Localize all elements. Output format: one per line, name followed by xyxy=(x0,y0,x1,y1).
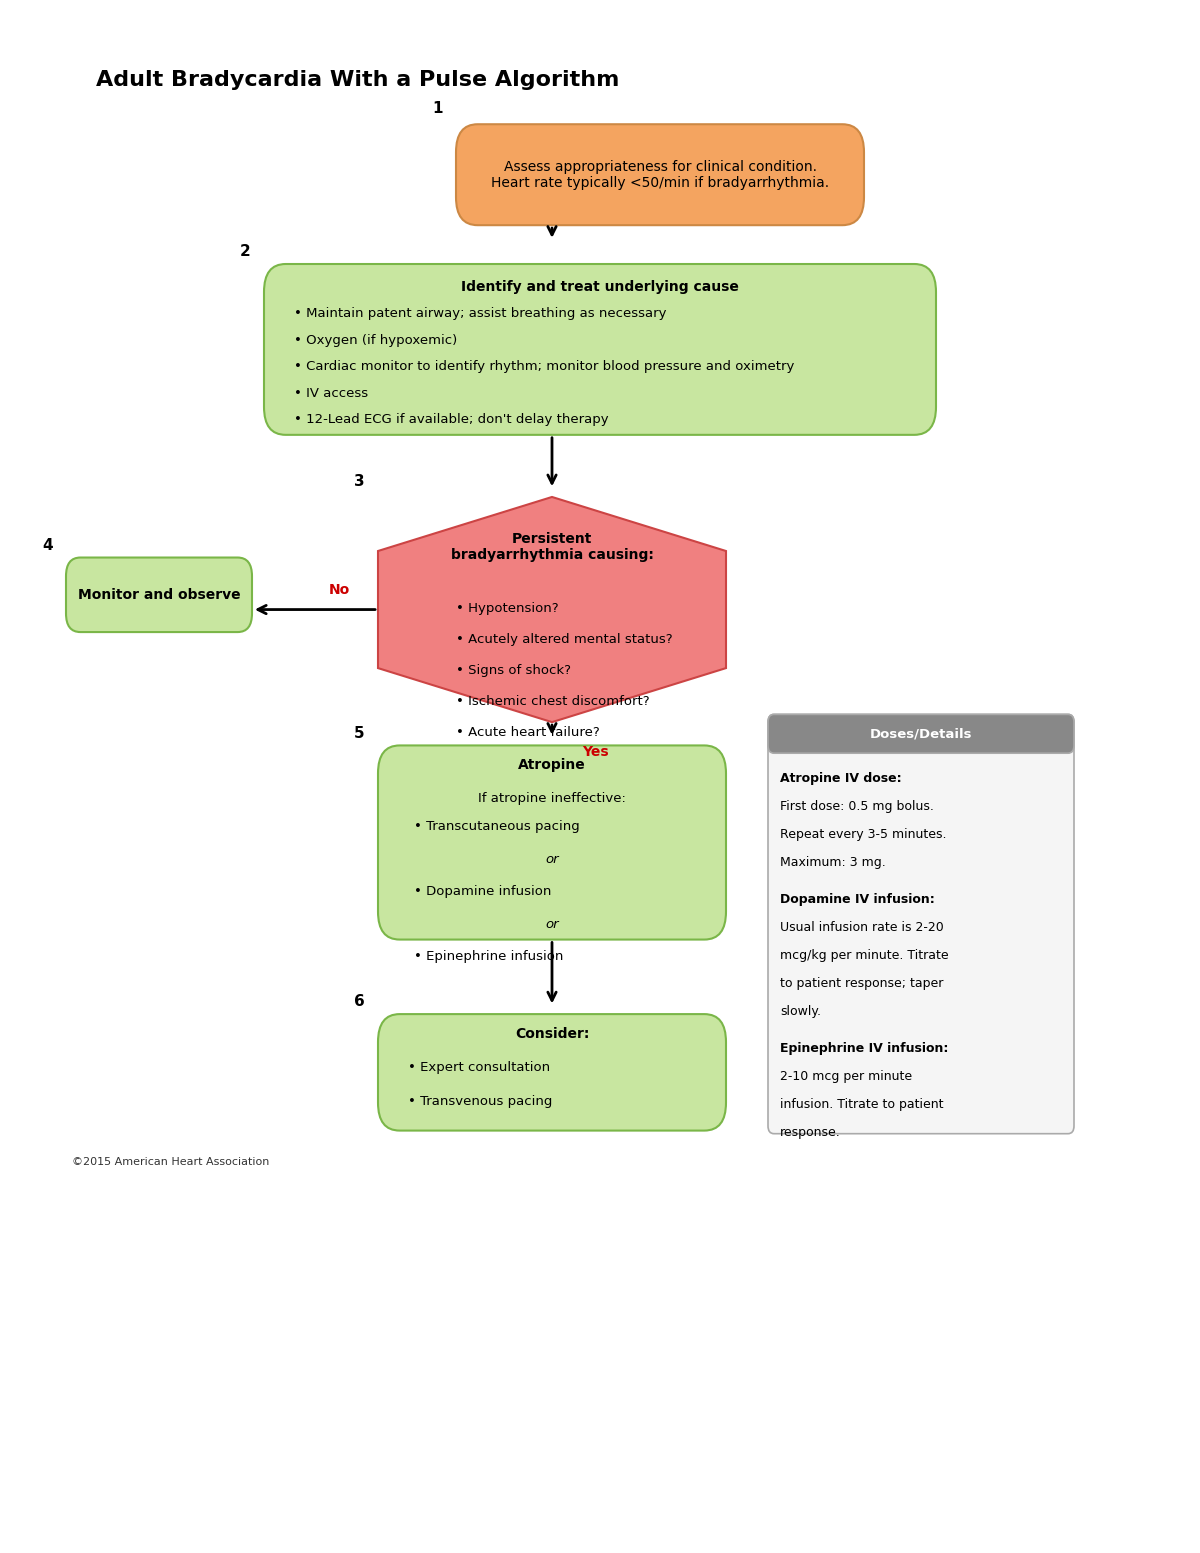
Text: • IV access: • IV access xyxy=(294,387,368,399)
Text: Repeat every 3-5 minutes.: Repeat every 3-5 minutes. xyxy=(780,828,947,840)
Text: • 12-Lead ECG if available; don't delay therapy: • 12-Lead ECG if available; don't delay … xyxy=(294,413,608,426)
Text: or: or xyxy=(545,918,559,930)
Text: Persistent
bradyarrhythmia causing:: Persistent bradyarrhythmia causing: xyxy=(450,531,654,562)
Text: • Hypotension?: • Hypotension? xyxy=(456,601,559,615)
Text: Epinephrine IV infusion:: Epinephrine IV infusion: xyxy=(780,1042,948,1054)
FancyBboxPatch shape xyxy=(768,714,1074,753)
Text: • Acutely altered mental status?: • Acutely altered mental status? xyxy=(456,634,673,646)
Text: or: or xyxy=(545,853,559,865)
Polygon shape xyxy=(378,497,726,722)
Text: response.: response. xyxy=(780,1126,841,1138)
Text: Doses/Details: Doses/Details xyxy=(870,727,972,741)
Text: • Ischemic chest discomfort?: • Ischemic chest discomfort? xyxy=(456,696,649,708)
Text: • Signs of shock?: • Signs of shock? xyxy=(456,665,571,677)
Text: • Oxygen (if hypoxemic): • Oxygen (if hypoxemic) xyxy=(294,334,457,346)
Text: 3: 3 xyxy=(354,474,365,489)
Text: infusion. Titrate to patient: infusion. Titrate to patient xyxy=(780,1098,943,1110)
Text: Usual infusion rate is 2-20: Usual infusion rate is 2-20 xyxy=(780,921,943,933)
Text: • Epinephrine infusion: • Epinephrine infusion xyxy=(414,950,563,963)
Text: • Transvenous pacing: • Transvenous pacing xyxy=(408,1095,552,1107)
FancyBboxPatch shape xyxy=(456,124,864,225)
Text: 2-10 mcg per minute: 2-10 mcg per minute xyxy=(780,1070,912,1082)
FancyBboxPatch shape xyxy=(66,558,252,632)
Text: Consider:: Consider: xyxy=(515,1027,589,1041)
Text: • Cardiac monitor to identify rhythm; monitor blood pressure and oximetry: • Cardiac monitor to identify rhythm; mo… xyxy=(294,360,794,373)
FancyBboxPatch shape xyxy=(264,264,936,435)
Text: • Maintain patent airway; assist breathing as necessary: • Maintain patent airway; assist breathi… xyxy=(294,307,666,320)
Text: If atropine ineffective:: If atropine ineffective: xyxy=(478,792,626,804)
Text: Atropine: Atropine xyxy=(518,758,586,772)
Text: Atropine IV dose:: Atropine IV dose: xyxy=(780,772,901,784)
Text: 5: 5 xyxy=(354,725,365,741)
Text: No: No xyxy=(329,582,349,596)
Text: • Expert consultation: • Expert consultation xyxy=(408,1061,550,1073)
Text: Monitor and observe: Monitor and observe xyxy=(78,587,240,603)
Text: 1: 1 xyxy=(432,101,443,116)
Text: Dopamine IV infusion:: Dopamine IV infusion: xyxy=(780,893,935,905)
Text: slowly.: slowly. xyxy=(780,1005,821,1017)
Text: Assess appropriateness for clinical condition.
Heart rate typically <50/min if b: Assess appropriateness for clinical cond… xyxy=(491,160,829,189)
Text: Identify and treat underlying cause: Identify and treat underlying cause xyxy=(461,280,739,294)
Text: • Transcutaneous pacing: • Transcutaneous pacing xyxy=(414,820,580,832)
Text: ©2015 American Heart Association: ©2015 American Heart Association xyxy=(72,1157,269,1166)
Text: 2: 2 xyxy=(240,244,251,259)
Text: mcg/kg per minute. Titrate: mcg/kg per minute. Titrate xyxy=(780,949,949,961)
Text: Yes: Yes xyxy=(582,745,608,759)
Text: • Dopamine infusion: • Dopamine infusion xyxy=(414,885,551,898)
Text: First dose: 0.5 mg bolus.: First dose: 0.5 mg bolus. xyxy=(780,800,934,812)
Text: to patient response; taper: to patient response; taper xyxy=(780,977,943,989)
FancyBboxPatch shape xyxy=(378,1014,726,1131)
Text: Adult Bradycardia With a Pulse Algorithm: Adult Bradycardia With a Pulse Algorithm xyxy=(96,70,619,90)
FancyBboxPatch shape xyxy=(768,714,1074,1134)
Text: 4: 4 xyxy=(42,537,53,553)
Text: • Acute heart failure?: • Acute heart failure? xyxy=(456,725,600,739)
FancyBboxPatch shape xyxy=(378,745,726,940)
Text: Maximum: 3 mg.: Maximum: 3 mg. xyxy=(780,856,886,868)
Text: 6: 6 xyxy=(354,994,365,1009)
